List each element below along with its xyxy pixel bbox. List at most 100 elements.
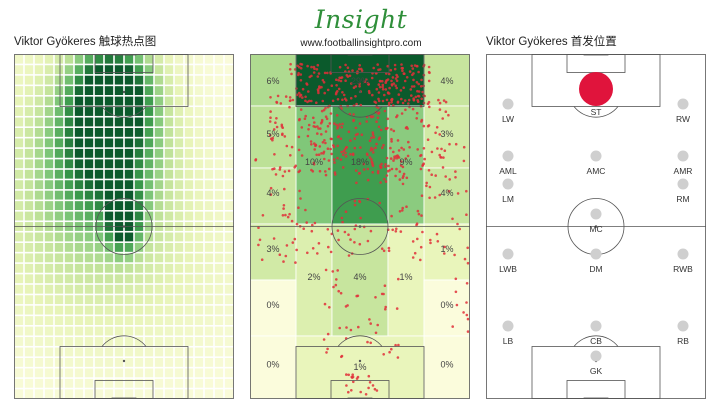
heat-cell: [104, 107, 114, 116]
heat-cell: [24, 337, 34, 346]
heat-cell: [174, 180, 184, 190]
touch-point: [438, 193, 441, 197]
touch-point: [289, 62, 292, 66]
heat-cell: [214, 190, 224, 200]
heat-cell: [14, 190, 24, 200]
touch-point: [351, 152, 355, 156]
touch-point: [404, 108, 407, 112]
touch-point: [273, 167, 276, 170]
heat-cell: [164, 263, 174, 273]
touch-point: [299, 79, 303, 82]
touch-point: [374, 101, 378, 104]
touch-point: [335, 78, 338, 81]
touch-point: [368, 91, 371, 95]
touch-point: [371, 171, 374, 174]
touch-point: [401, 206, 404, 210]
heat-cell: [174, 127, 184, 137]
heat-cell: [224, 368, 234, 378]
touch-point: [305, 221, 308, 224]
heat-cell: [224, 242, 234, 252]
zone-label-z18: 0%: [266, 360, 279, 370]
position-marker-gk: [590, 350, 602, 362]
touch-point: [421, 230, 424, 234]
touch-point: [401, 165, 405, 169]
touch-point: [370, 160, 374, 163]
touch-point: [316, 125, 319, 128]
heat-cell: [74, 54, 84, 64]
heat-cell: [74, 295, 84, 305]
heat-cell: [164, 201, 174, 211]
heat-cell: [184, 54, 194, 64]
touch-point: [340, 355, 343, 359]
heat-cell: [104, 274, 114, 284]
position-label-lw: LW: [502, 114, 514, 124]
heat-cell: [224, 159, 234, 169]
heat-cell: [44, 347, 54, 357]
touch-point: [347, 390, 350, 394]
touch-point: [260, 258, 264, 261]
heat-cell: [164, 190, 174, 200]
heat-cell: [84, 96, 94, 106]
heat-cell: [114, 378, 124, 388]
heat-cell: [14, 86, 24, 96]
heat-cell: [194, 65, 204, 75]
heat-cell: [134, 263, 144, 273]
touch-point: [366, 239, 370, 243]
touch-point: [356, 375, 360, 379]
heat-cell: [204, 96, 214, 106]
touch-point: [331, 99, 335, 103]
touch-point: [283, 187, 286, 191]
touch-point: [451, 217, 454, 221]
touch-point: [327, 245, 330, 249]
touch-point: [430, 173, 433, 176]
heat-cell: [174, 148, 184, 158]
touch-point: [287, 169, 291, 173]
touch-point: [310, 229, 314, 233]
touch-point: [362, 168, 366, 171]
touch-point: [417, 70, 420, 74]
touch-point: [295, 87, 298, 90]
touch-point: [465, 301, 468, 304]
brand-url[interactable]: www.footballinsightpro.com: [300, 38, 422, 49]
touch-point: [283, 170, 287, 173]
heat-cell: [84, 263, 94, 273]
touch-point: [413, 251, 417, 255]
heat-cell: [174, 326, 184, 336]
touch-point: [379, 181, 382, 184]
touch-point: [374, 331, 378, 335]
touch-point: [422, 147, 426, 150]
heat-cell: [144, 242, 154, 252]
heat-cell: [24, 378, 34, 388]
heat-cell: [174, 316, 184, 326]
heat-cell: [44, 75, 54, 85]
zone-label-z1: 6%: [266, 76, 279, 86]
touch-point: [380, 247, 384, 250]
heat-cell: [164, 169, 174, 179]
heat-cell: [54, 148, 64, 158]
heat-cell: [104, 337, 114, 346]
heat-cell: [174, 295, 184, 305]
touch-point: [340, 150, 343, 154]
heat-cell: [114, 368, 124, 378]
touch-point: [358, 242, 362, 246]
bottom-penalty-arc: [573, 335, 619, 347]
touch-point: [428, 105, 431, 109]
touch-point: [465, 313, 469, 317]
heat-cell: [214, 159, 224, 169]
heat-cell: [124, 159, 134, 169]
touch-point: [454, 142, 458, 146]
touch-point: [336, 135, 340, 139]
heat-cell: [104, 378, 114, 388]
touch-point: [415, 81, 419, 84]
heat-cell: [194, 86, 204, 96]
touch-point: [366, 178, 370, 182]
heat-cell: [214, 242, 224, 252]
touch-point: [347, 254, 351, 257]
heat-cell: [114, 107, 124, 116]
touch-point: [348, 74, 352, 78]
touch-point: [398, 210, 402, 213]
zone-z12: [423, 223, 470, 281]
touch-point: [330, 137, 333, 141]
heat-cell: [144, 389, 154, 399]
heat-cell: [54, 232, 64, 242]
